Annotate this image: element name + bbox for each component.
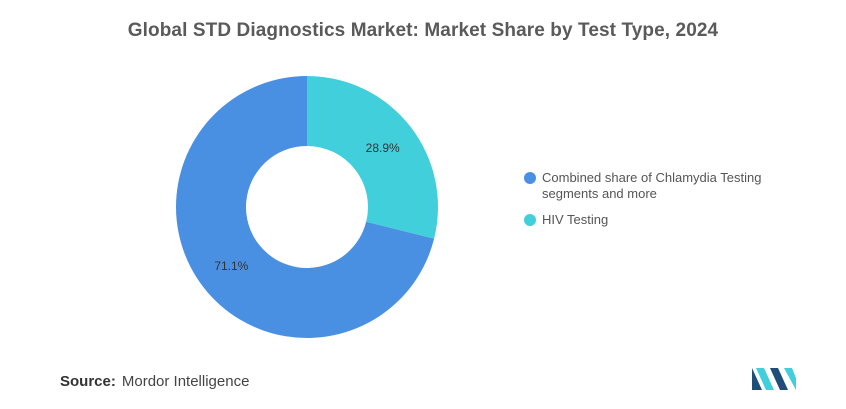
legend-swatch-hiv xyxy=(524,214,536,226)
source-label: Source: xyxy=(60,373,116,390)
mordor-intelligence-logo-icon xyxy=(752,368,796,390)
legend: Combined share of Chlamydia Testing segm… xyxy=(524,170,764,238)
slice-chlamydia xyxy=(175,76,435,338)
slice-hiv xyxy=(307,76,438,239)
legend-swatch-chlamydia xyxy=(524,172,536,184)
legend-label-hiv: HIV Testing xyxy=(542,212,609,227)
source-text: Mordor Intelligence xyxy=(121,373,250,390)
legend-item-hiv: HIV Testing xyxy=(524,212,764,228)
legend-item-chlamydia: Combined share of Chlamydia Testing segm… xyxy=(524,170,764,202)
legend-label-chlamydia: Combined share of Chlamydia Testing segm… xyxy=(542,170,762,201)
slice-label-chlamydia: 71.1% xyxy=(214,259,248,273)
source-note: Source: Mordor Intelligence xyxy=(60,373,249,390)
slice-label-hiv: 28.9% xyxy=(366,141,400,155)
chart-title: Global STD Diagnostics Market: Market Sh… xyxy=(127,20,719,41)
